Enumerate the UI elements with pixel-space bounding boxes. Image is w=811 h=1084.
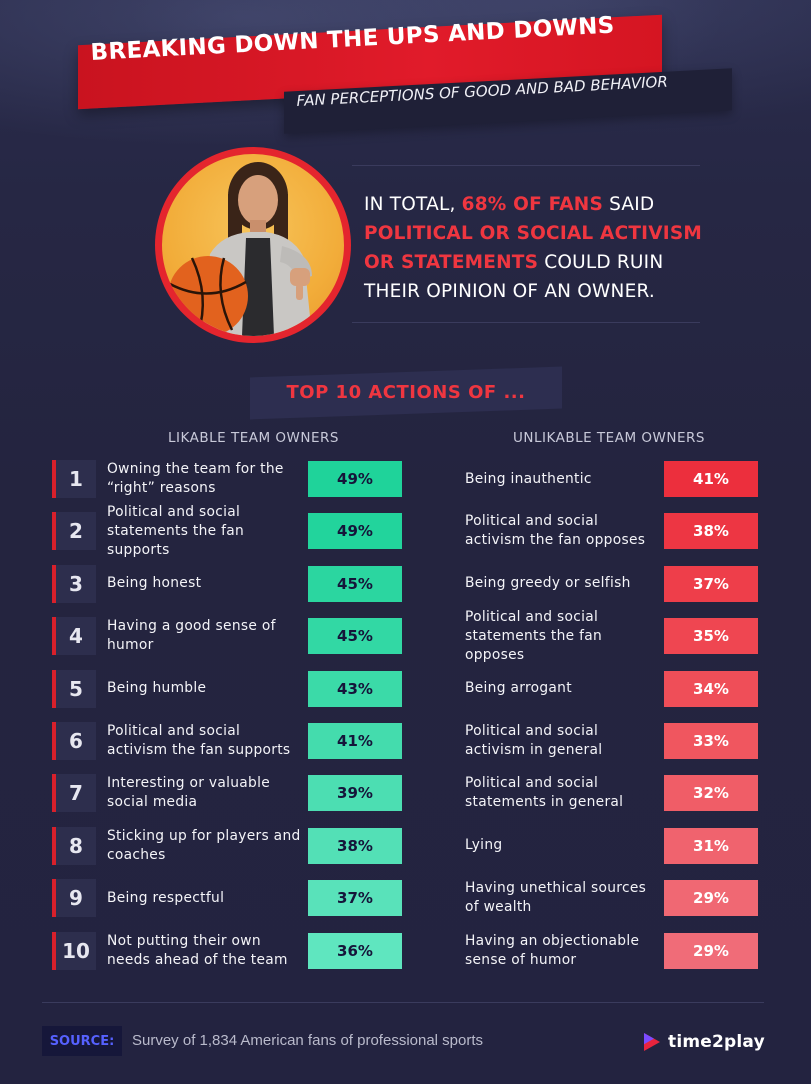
stat-box	[352, 165, 700, 323]
time2play-logo-icon	[644, 1033, 660, 1051]
unlikable-percent: 33%	[664, 723, 758, 759]
table-row: 1 Owning the team for the “right” reasons…	[0, 460, 811, 498]
table-row: 3 Being honest 45% Being greedy or selfish 3…	[0, 564, 811, 603]
likable-percent: 36%	[308, 932, 402, 969]
table-row: 2 Political and social statements the fan…	[0, 503, 811, 558]
thumbs-down-icon	[296, 284, 303, 300]
likable-percent: 41%	[308, 723, 402, 759]
unlikable-action-label: Political and social activism in general	[465, 723, 603, 758]
section-title: TOP 10 ACTIONS OF ...	[286, 382, 526, 403]
unlikable-percent: 41%	[664, 461, 758, 497]
unlikable-action-label: Being greedy or selfish	[465, 575, 631, 592]
column-header-likable: LIKABLE TEAM OWNERS	[168, 430, 339, 446]
likable-action-label: Not putting their own needs ahead of the…	[107, 932, 288, 968]
rank-number: 8	[52, 826, 96, 865]
brand-name: time2play	[668, 1032, 765, 1052]
likable-percent: 39%	[308, 775, 402, 812]
rank-number: 3	[52, 564, 96, 603]
likable-action-label: Political and social activism the fan su…	[107, 723, 291, 758]
likable-percent: 38%	[308, 827, 402, 864]
stat-highlight-percent: 68% of fans	[461, 194, 604, 215]
table-row: 7 Interesting or valuable social media 39%…	[0, 774, 811, 813]
rank-number: 5	[52, 669, 96, 708]
likable-percent: 45%	[308, 565, 402, 602]
likable-action-label: Interesting or valuable social media	[107, 775, 271, 811]
brand-logo: time2play	[642, 1030, 765, 1054]
unlikable-percent: 32%	[664, 775, 758, 812]
unlikable-percent: 37%	[664, 565, 758, 602]
unlikable-percent: 31%	[664, 827, 758, 864]
rank-number: 9	[52, 879, 96, 918]
column-header-unlikable: UNLIKABLE TEAM OWNERS	[513, 430, 705, 446]
likable-percent: 49%	[308, 461, 402, 497]
unlikable-action-label: Being arrogant	[465, 680, 572, 697]
fan-thumbs-down-photo	[162, 154, 344, 336]
source-text: Survey of 1,834 American fans of profess…	[132, 1032, 484, 1049]
rank-number: 6	[52, 722, 96, 760]
unlikable-action-label: Lying	[465, 837, 503, 854]
likable-action-label: Political and social statements the fan …	[107, 503, 245, 558]
table-row: 6 Political and social activism the fan s…	[0, 722, 811, 760]
unlikable-action-label: Political and social activism the fan op…	[465, 513, 646, 549]
likable-percent: 37%	[308, 880, 402, 917]
unlikable-action-label: Political and social statements in gener…	[465, 775, 624, 811]
rank-number: 7	[52, 774, 96, 813]
likable-action-label: Being humble	[107, 680, 207, 697]
unlikable-action-label: Having unethical sources of wealth	[465, 880, 647, 916]
table-row: 5 Being humble 43% Being arrogant 34%	[0, 669, 811, 708]
likable-action-label: Being respectful	[107, 889, 225, 906]
source-label: SOURCE:	[42, 1026, 122, 1056]
unlikable-percent: 29%	[664, 880, 758, 917]
likable-action-label: Having a good sense of humor	[107, 618, 276, 654]
unlikable-percent: 35%	[664, 618, 758, 655]
likable-action-label: Being honest	[107, 575, 202, 592]
rank-number: 2	[52, 512, 96, 551]
table-row: 4 Having a good sense of humor 45% Politica…	[0, 608, 811, 663]
unlikable-action-label: Being inauthentic	[465, 470, 592, 487]
unlikable-action-label: Political and social statements the fan …	[465, 608, 603, 663]
rank-number: 10	[52, 931, 96, 970]
likable-percent: 43%	[308, 670, 402, 707]
table-row: 8 Sticking up for players and coaches 38% L…	[0, 826, 811, 865]
stat-highlight-topic: political or social activism or statemen…	[364, 223, 702, 273]
rank-number: 4	[52, 617, 96, 656]
footer-divider	[42, 1002, 764, 1003]
rank-number: 1	[52, 460, 96, 498]
stat-callout: In total, 68% of fans said political or …	[364, 194, 702, 302]
unlikable-percent: 38%	[664, 513, 758, 550]
unlikable-percent: 34%	[664, 670, 758, 707]
table-row: 9 Being respectful 37% Having unethical sou…	[0, 879, 811, 918]
unlikable-percent: 29%	[664, 932, 758, 969]
unlikable-action-label: Having an objectionable sense of humor	[465, 932, 640, 968]
likable-action-label: Sticking up for players and coaches	[107, 827, 301, 863]
likable-percent: 49%	[308, 513, 402, 550]
likable-percent: 45%	[308, 618, 402, 655]
table-row: 10 Not putting their own needs ahead of t…	[0, 931, 811, 970]
likable-action-label: Owning the team for the “right” reasons	[107, 461, 284, 496]
